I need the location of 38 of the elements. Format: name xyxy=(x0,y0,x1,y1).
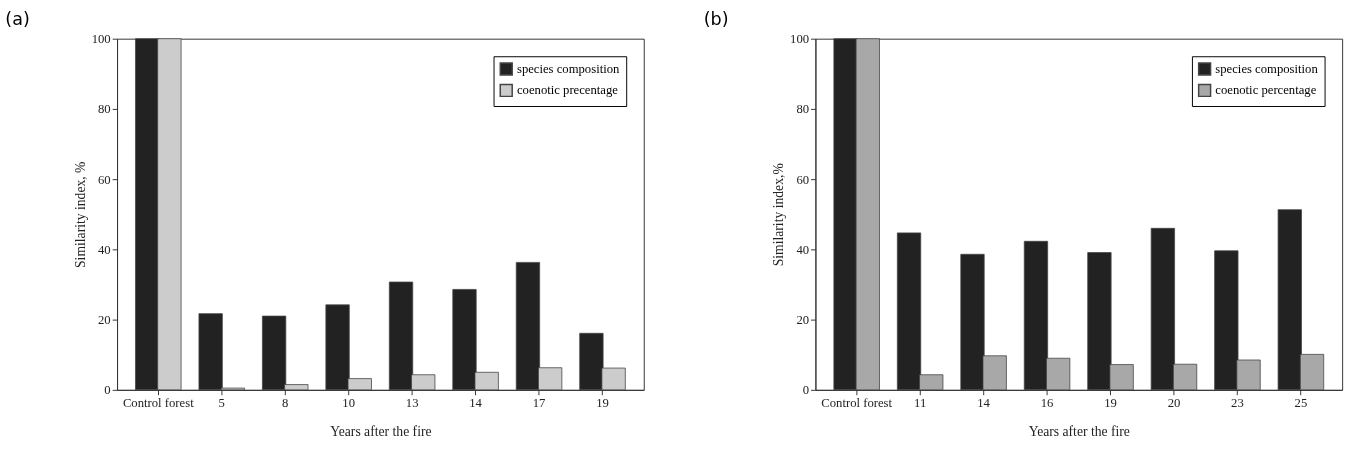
x-axis-title: Years after the fire xyxy=(1028,424,1130,440)
chart-title: (b) xyxy=(703,9,729,30)
x-tick-label: 8 xyxy=(282,395,289,410)
y-tick-label: 60 xyxy=(796,172,810,187)
chart-title: (a) xyxy=(5,9,30,30)
x-tick-label: 13 xyxy=(405,395,419,410)
x-tick-label: 5 xyxy=(218,395,225,410)
y-tick-label: 40 xyxy=(796,242,810,257)
y-tick-label: 60 xyxy=(98,172,111,187)
x-tick-label: 19 xyxy=(596,395,609,410)
y-tick-label: 20 xyxy=(98,313,111,327)
y-tick-label: 80 xyxy=(98,102,111,117)
y-tick-label: 20 xyxy=(796,313,810,327)
y-tick-label: 0 xyxy=(104,383,111,398)
x-axis-title: Years after the fire xyxy=(330,424,432,440)
x-tick-label: 11 xyxy=(914,395,927,410)
x-tick-label: 19 xyxy=(1104,395,1117,410)
y-tick-label: 100 xyxy=(790,32,810,47)
y-tick-label: 80 xyxy=(796,102,810,117)
legend-label: species composition xyxy=(1215,61,1319,76)
y-axis-title: Similarity index,% xyxy=(771,163,787,267)
y-tick-label: 0 xyxy=(802,383,810,398)
x-tick-label: Control forest xyxy=(821,395,893,410)
legend-label: coenotic precentage xyxy=(516,83,619,98)
y-axis-title: Similarity index, % xyxy=(72,161,88,268)
x-tick-label: 16 xyxy=(1040,395,1054,410)
x-tick-label: 10 xyxy=(342,395,356,410)
x-tick-label: 14 xyxy=(469,395,483,410)
x-tick-label: Control forest xyxy=(122,395,195,410)
legend-label: species composition xyxy=(516,61,621,76)
legend-label: coenotic percentage xyxy=(1215,83,1317,98)
y-tick-label: 100 xyxy=(91,32,111,47)
x-tick-label: 25 xyxy=(1294,395,1308,410)
y-tick-label: 40 xyxy=(98,242,111,257)
x-tick-label: 20 xyxy=(1167,395,1181,410)
x-tick-label: 14 xyxy=(977,395,991,410)
x-tick-label: 17 xyxy=(532,395,546,410)
x-tick-label: 23 xyxy=(1231,395,1244,410)
